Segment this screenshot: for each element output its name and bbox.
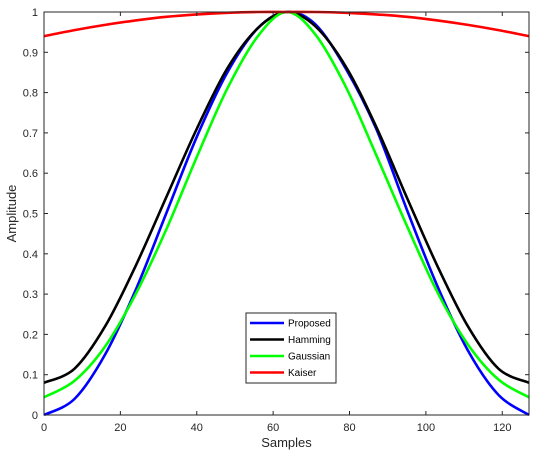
x-tick-label: 80 [343, 422, 355, 434]
x-tick-label: 20 [114, 422, 126, 434]
x-axis-label: Samples [261, 435, 312, 450]
series-line-kaiser [43, 10, 530, 38]
x-tick-label: 60 [267, 422, 279, 434]
y-tick-label: 0.8 [23, 88, 38, 100]
x-tick-label: 40 [191, 422, 203, 434]
y-tick-label: 0 [32, 410, 38, 422]
y-tick-label: 0.6 [23, 168, 38, 180]
y-tick-label: 0.7 [23, 128, 38, 140]
y-tick-label: 0.1 [23, 370, 38, 382]
y-tick-label: 0.3 [23, 289, 38, 301]
legend-label-gaussian: Gaussian [288, 352, 330, 363]
x-tick-label: 0 [41, 422, 47, 434]
y-axis-label: Amplitude [4, 185, 19, 243]
x-tick-label: 100 [417, 422, 435, 434]
y-tick-label: 1 [32, 7, 38, 19]
legend-label-kaiser: Kaiser [288, 368, 317, 379]
x-tick-label: 120 [493, 422, 511, 434]
legend: Proposed Hamming Gaussian Kaiser [245, 312, 337, 384]
y-tick-label: 0.2 [23, 329, 38, 341]
y-tick-label: 0.4 [23, 249, 38, 261]
y-tick-label: 0.9 [23, 47, 38, 59]
legend-label-proposed: Proposed [288, 319, 331, 330]
legend-label-hamming: Hamming [288, 335, 331, 346]
y-tick-label: 0.5 [23, 209, 38, 221]
